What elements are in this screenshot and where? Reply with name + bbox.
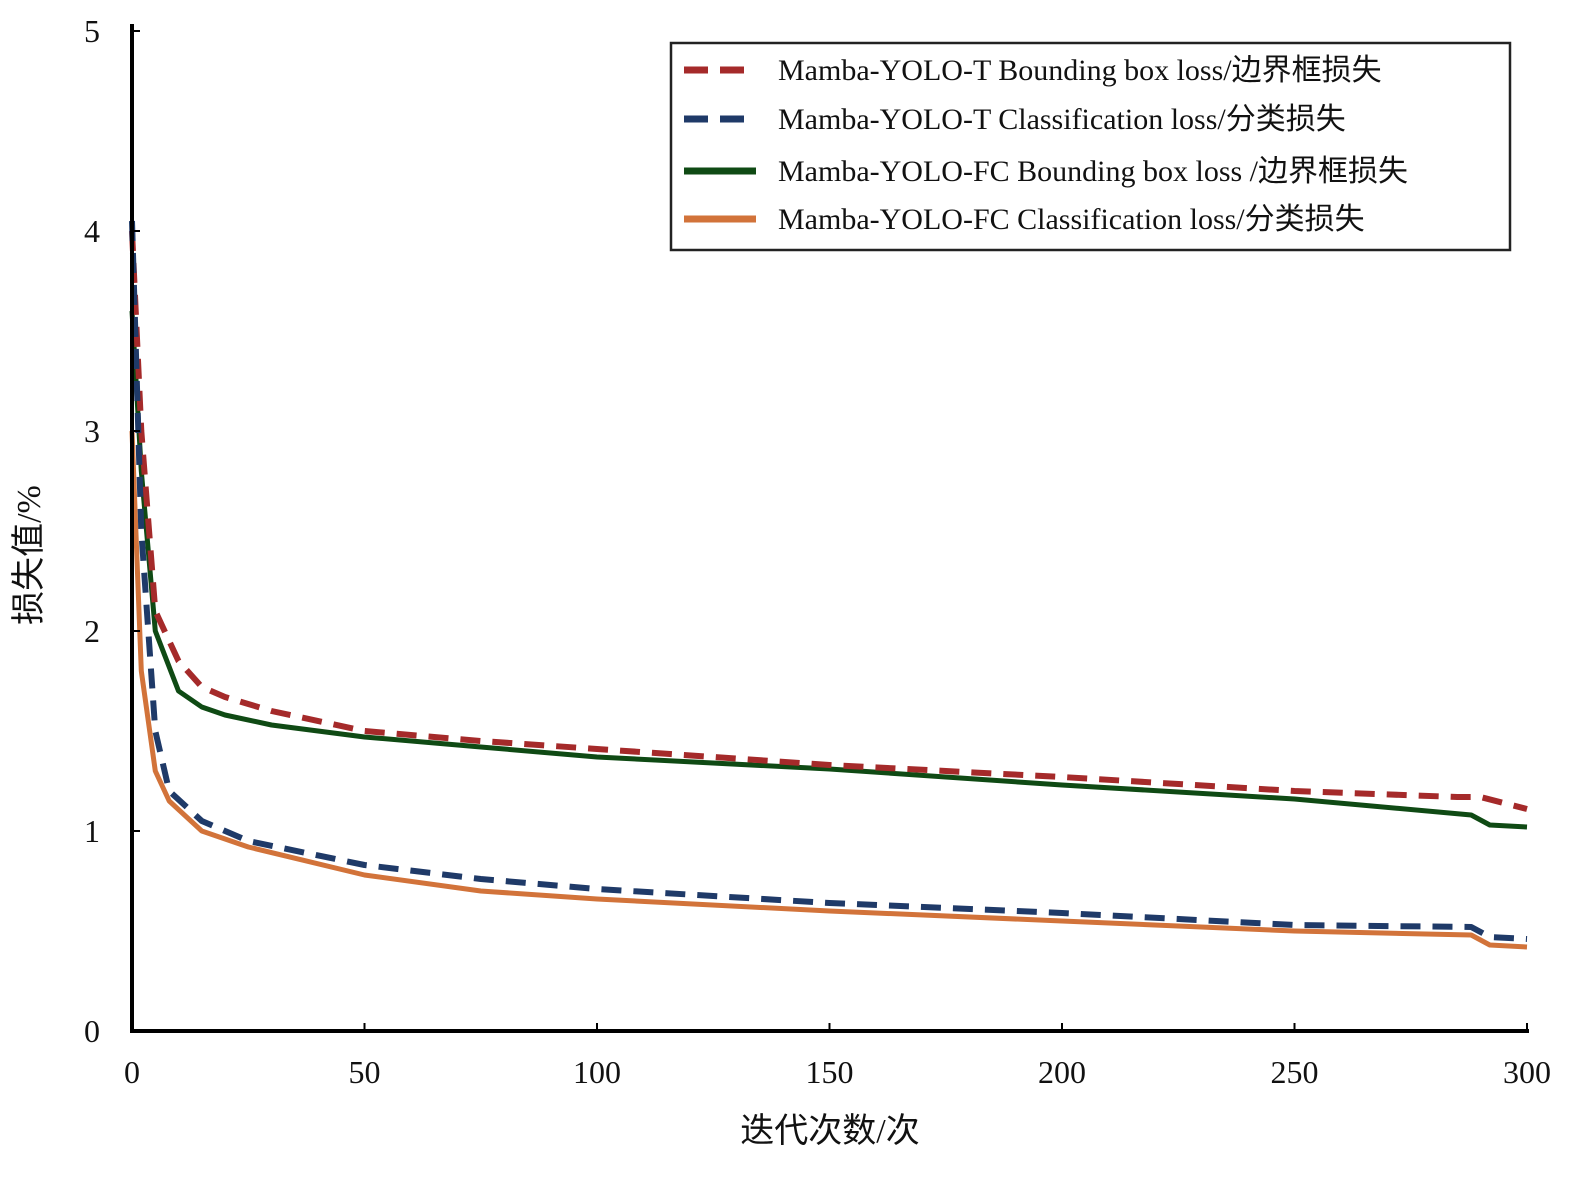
- series-line-1: [129, 220, 1528, 942]
- y-axis-label: 损失值/%: [10, 485, 48, 625]
- x-tick-label: 200: [1038, 1054, 1086, 1090]
- y-tick-label: 0: [84, 1013, 100, 1049]
- legend-label-3: Mamba-YOLO-FC Classification loss/分类损失: [778, 203, 1365, 236]
- x-tick-label: 50: [349, 1054, 381, 1090]
- y-tick-label: 4: [84, 213, 100, 249]
- legend: Mamba-YOLO-T Bounding box loss/边界框损失 Mamb…: [669, 41, 1512, 252]
- series-line-0: [129, 230, 1528, 812]
- legend-label-2: Mamba-YOLO-FC Bounding box loss /边界框损失: [778, 155, 1408, 188]
- y-tick-label: 3: [84, 413, 100, 449]
- x-tick-label: 250: [1271, 1054, 1319, 1090]
- x-tick-label: 0: [124, 1054, 140, 1090]
- x-tick-label: 150: [806, 1054, 854, 1090]
- x-tick-label: 100: [573, 1054, 621, 1090]
- y-tick-label: 1: [84, 813, 100, 849]
- series-line-3: [129, 430, 1528, 950]
- series-line-2: [129, 310, 1528, 830]
- y-tick-label: 5: [84, 13, 100, 49]
- y-tick-label: 2: [84, 613, 100, 649]
- legend-box: [669, 41, 1512, 252]
- legend-label-0: Mamba-YOLO-T Bounding box loss/边界框损失: [778, 54, 1382, 87]
- legend-label-1: Mamba-YOLO-T Classification loss/分类损失: [778, 103, 1346, 136]
- x-tick-label: 300: [1503, 1054, 1551, 1090]
- x-axis-label: 迭代次数/次: [740, 1112, 919, 1150]
